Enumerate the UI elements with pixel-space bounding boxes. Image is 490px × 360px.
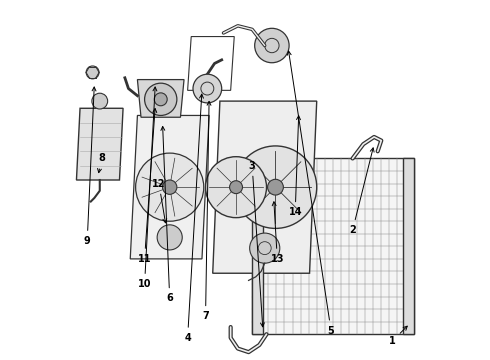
Circle shape bbox=[154, 93, 167, 106]
Text: 1: 1 bbox=[389, 326, 407, 346]
Text: 14: 14 bbox=[289, 116, 302, 217]
Circle shape bbox=[136, 153, 204, 221]
Text: 3: 3 bbox=[249, 161, 265, 327]
Text: 2: 2 bbox=[349, 148, 374, 235]
Polygon shape bbox=[137, 80, 184, 117]
Circle shape bbox=[234, 146, 317, 228]
Circle shape bbox=[163, 180, 177, 194]
Circle shape bbox=[92, 93, 108, 109]
Text: 12: 12 bbox=[152, 179, 167, 223]
Text: 8: 8 bbox=[98, 153, 105, 173]
Text: 5: 5 bbox=[287, 51, 335, 336]
Polygon shape bbox=[130, 116, 209, 259]
Circle shape bbox=[230, 181, 243, 194]
Circle shape bbox=[205, 157, 267, 218]
Polygon shape bbox=[252, 158, 414, 334]
Polygon shape bbox=[213, 101, 317, 273]
Text: 13: 13 bbox=[270, 202, 284, 264]
Polygon shape bbox=[403, 158, 414, 334]
Circle shape bbox=[86, 66, 99, 79]
Text: 10: 10 bbox=[138, 87, 157, 289]
Circle shape bbox=[255, 28, 289, 63]
Text: 9: 9 bbox=[84, 87, 96, 246]
Circle shape bbox=[145, 83, 177, 116]
Polygon shape bbox=[76, 108, 123, 180]
Text: 11: 11 bbox=[138, 109, 157, 264]
Text: 7: 7 bbox=[202, 102, 211, 321]
Text: 6: 6 bbox=[161, 126, 173, 303]
Polygon shape bbox=[252, 158, 263, 334]
Circle shape bbox=[250, 233, 280, 263]
Circle shape bbox=[268, 179, 283, 195]
Text: 4: 4 bbox=[184, 94, 203, 343]
Circle shape bbox=[193, 74, 221, 103]
Circle shape bbox=[157, 225, 182, 250]
